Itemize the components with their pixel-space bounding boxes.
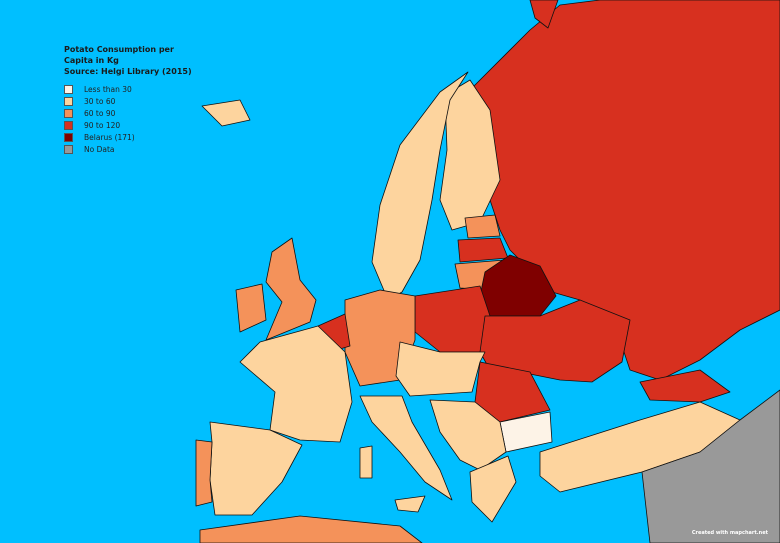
legend-swatch — [64, 84, 73, 94]
legend-label: 60 to 90 — [84, 108, 116, 118]
region-sardinia[interactable] — [359, 445, 373, 479]
legend-item: No Data — [64, 143, 194, 155]
region-portugal[interactable] — [195, 439, 213, 507]
legend-label: 90 to 120 — [84, 120, 121, 130]
legend-swatch — [64, 120, 73, 130]
region-central-europe[interactable] — [395, 341, 486, 397]
region-romania[interactable] — [474, 361, 551, 423]
legend-label: No Data — [84, 144, 115, 154]
region-north-africa[interactable] — [199, 515, 423, 543]
source-line: Source: Helgi Library (2015) — [64, 67, 192, 76]
legend-item: 30 to 60 — [64, 95, 194, 107]
region-iceland[interactable] — [201, 99, 251, 127]
legend-item: Belarus (171) — [64, 131, 194, 143]
legend-swatch — [64, 96, 73, 106]
region-greece[interactable] — [469, 455, 517, 523]
region-estonia[interactable] — [464, 214, 501, 239]
region-balkans[interactable] — [429, 399, 507, 471]
region-caucasus[interactable] — [639, 369, 731, 403]
legend-swatch — [64, 108, 73, 118]
legend: Potato Consumption per Capita in Kg Sour… — [64, 44, 194, 155]
legend-label: Belarus (171) — [84, 132, 135, 142]
legend-label: Less than 30 — [84, 84, 132, 94]
legend-item: 90 to 120 — [64, 119, 194, 131]
region-ireland[interactable] — [235, 283, 267, 333]
legend-item: 60 to 90 — [64, 107, 194, 119]
region-great-britain[interactable] — [265, 237, 317, 341]
legend-swatch — [64, 132, 73, 142]
region-middle-east[interactable] — [641, 389, 780, 543]
region-france[interactable] — [239, 325, 353, 443]
legend-item: Less than 30 — [64, 83, 194, 95]
region-poland[interactable] — [414, 285, 491, 353]
legend-title: Potato Consumption per Capita in Kg Sour… — [64, 44, 194, 77]
region-novaya-zemlya[interactable] — [529, 0, 559, 29]
legend-swatch — [64, 144, 73, 154]
legend-label: 30 to 60 — [84, 96, 116, 106]
region-italy[interactable] — [359, 395, 453, 501]
region-sicily[interactable] — [394, 495, 426, 513]
title-line: Capita in Kg — [64, 56, 119, 65]
region-latvia[interactable] — [457, 237, 509, 263]
title-line: Potato Consumption per — [64, 45, 174, 54]
credit: Created with mapchart.net — [691, 530, 768, 536]
